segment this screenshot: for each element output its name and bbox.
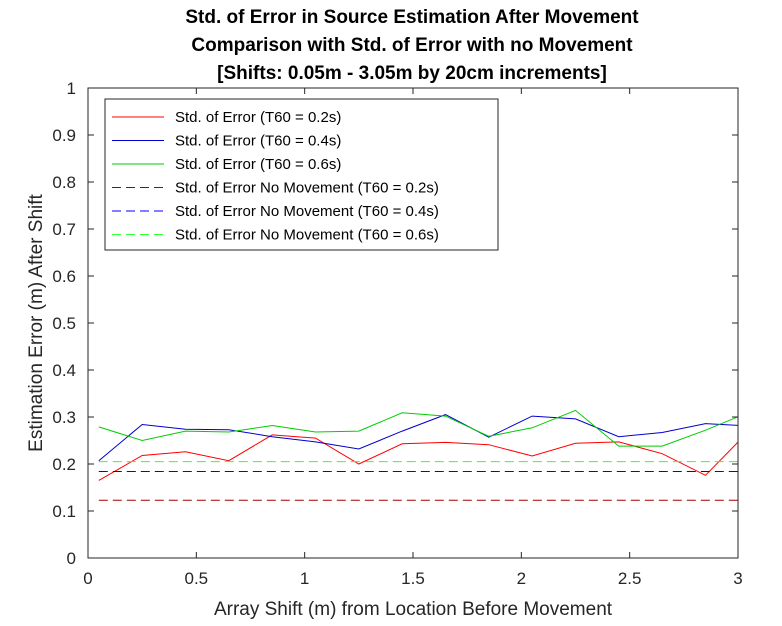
series-layer	[98, 409, 738, 501]
y-tick-label: 0.1	[52, 502, 76, 521]
y-tick-label: 0.8	[52, 173, 76, 192]
legend-label: Std. of Error No Movement (T60 = 0.6s)	[175, 227, 439, 244]
legend-box	[104, 98, 499, 251]
y-tick-label: 0.3	[52, 408, 76, 427]
title-line-2: Comparison with Std. of Error with no Mo…	[191, 35, 633, 56]
legend-label: Std. of Error No Movement (T60 = 0.2s)	[175, 180, 439, 197]
y-tick-label: 0.7	[52, 220, 76, 239]
y-tick-label: 1	[67, 79, 76, 98]
x-tick-label: 0.5	[185, 569, 209, 588]
chart-title: Std. of Error in Source Estimation After…	[185, 7, 639, 84]
y-tick-label: 0.6	[52, 267, 76, 286]
x-tick-label: 1	[300, 569, 309, 588]
legend: Std. of Error (T60 = 0.2s) Std. of Error …	[104, 98, 499, 251]
x-tick-label: 2	[517, 569, 526, 588]
axis-ticks: 0 0.5 1 1.5 2 2.5 3 0 0.1 0.2 0.3 0.4 0.5 0.6 0.7 0.8 0.…	[52, 79, 742, 588]
y-tick-label: 0.9	[52, 126, 76, 145]
y-tick-label: 0.5	[52, 314, 76, 333]
y-axis-label: Estimation Error (m) After Shift	[26, 193, 47, 451]
legend-label: Std. of Error No Movement (T60 = 0.4s)	[175, 203, 439, 220]
y-tick-label: 0.2	[52, 455, 76, 474]
x-axis-label: Array Shift (m) from Location Before Mov…	[214, 599, 613, 620]
series-line-3	[98, 409, 738, 447]
y-tick-label: 0	[67, 549, 76, 568]
title-line-3: [Shifts: 0.05m - 3.05m by 20cm increment…	[217, 63, 607, 84]
title-line-1: Std. of Error in Source Estimation After…	[185, 7, 639, 28]
x-tick-label: 1.5	[401, 569, 425, 588]
legend-label: Std. of Error (T60 = 0.6s)	[175, 156, 341, 173]
legend-label: Std. of Error (T60 = 0.2s)	[175, 109, 341, 126]
x-tick-label: 0	[83, 569, 92, 588]
legend-label: Std. of Error (T60 = 0.4s)	[175, 133, 341, 150]
y-tick-label: 0.4	[52, 361, 76, 380]
x-tick-label: 3	[733, 569, 742, 588]
series-line-2	[98, 414, 738, 462]
x-tick-label: 2.5	[618, 569, 642, 588]
series-line-1	[98, 434, 738, 481]
